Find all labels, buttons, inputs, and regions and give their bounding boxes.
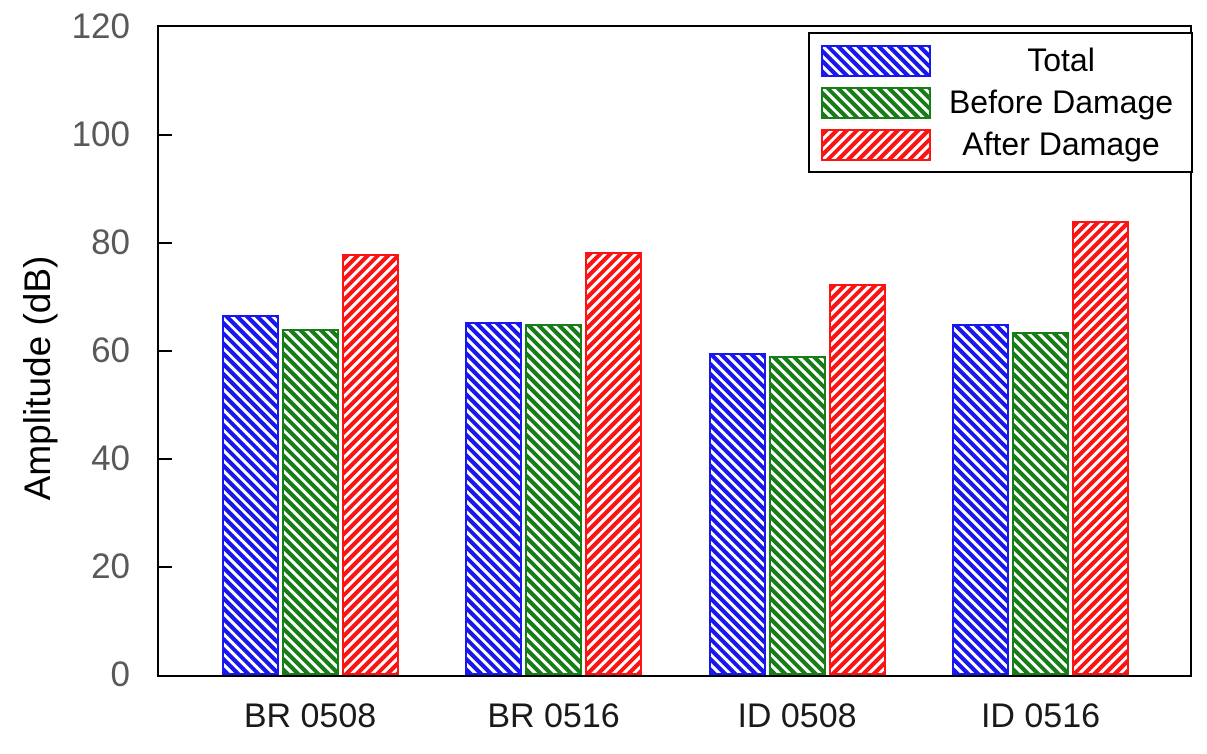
bar-total-id-0508 (708, 353, 766, 675)
bar-total-br-0516 (465, 322, 522, 675)
y-tick-label-100: 100 (71, 115, 130, 154)
legend-entry-before-damage: Before Damage (810, 82, 1191, 124)
legend-label-total: Total (1027, 42, 1095, 78)
x-tick-label-br-0516: BR 0516 (487, 697, 620, 735)
y-tick-label-80: 80 (91, 223, 130, 262)
bar-before-damage-id-0508 (768, 356, 826, 675)
x-tick-label-id-0516: ID 0516 (980, 697, 1101, 735)
y-tick-label-0: 0 (110, 655, 130, 694)
plot-area: Total Before Damage After Damage (157, 25, 1193, 677)
bar-after-damage-br-0508 (341, 253, 399, 675)
legend-key-before-damage-swatch (821, 86, 931, 119)
legend-label-after-damage: After Damage (962, 126, 1160, 162)
y-tick-mark-100 (159, 134, 172, 136)
y-tick-mark-20 (159, 566, 172, 568)
bar-after-damage-br-0516 (585, 252, 642, 675)
bar-total-id-0516 (952, 324, 1009, 675)
x-tick-label-id-0508: ID 0508 (737, 697, 857, 735)
y-tick-label-20: 20 (91, 547, 130, 586)
y-tick-mark-40 (159, 458, 172, 460)
legend-label-before-damage: Before Damage (948, 84, 1174, 120)
x-tick-label-br-0508: BR 0508 (243, 697, 377, 735)
legend-key-after-damage-swatch (821, 128, 931, 161)
bar-after-damage-id-0516 (1072, 221, 1129, 675)
legend-key-total-swatch (821, 44, 931, 77)
bar-before-damage-id-0516 (1012, 332, 1069, 675)
legend: Total Before Damage After Damage (808, 32, 1193, 173)
y-tick-mark-80 (159, 242, 172, 244)
legend-entry-total: Total (810, 40, 1191, 82)
bar-total-br-0508 (221, 314, 279, 675)
y-tick-label-120: 120 (71, 7, 130, 46)
legend-entry-after-damage: After Damage (810, 124, 1191, 166)
bar-after-damage-id-0508 (828, 283, 886, 675)
y-tick-mark-60 (159, 350, 172, 352)
bar-before-damage-br-0516 (525, 324, 582, 675)
y-tick-label-60: 60 (91, 331, 130, 370)
bar-before-damage-br-0508 (281, 329, 339, 675)
y-tick-label-40: 40 (91, 439, 130, 478)
